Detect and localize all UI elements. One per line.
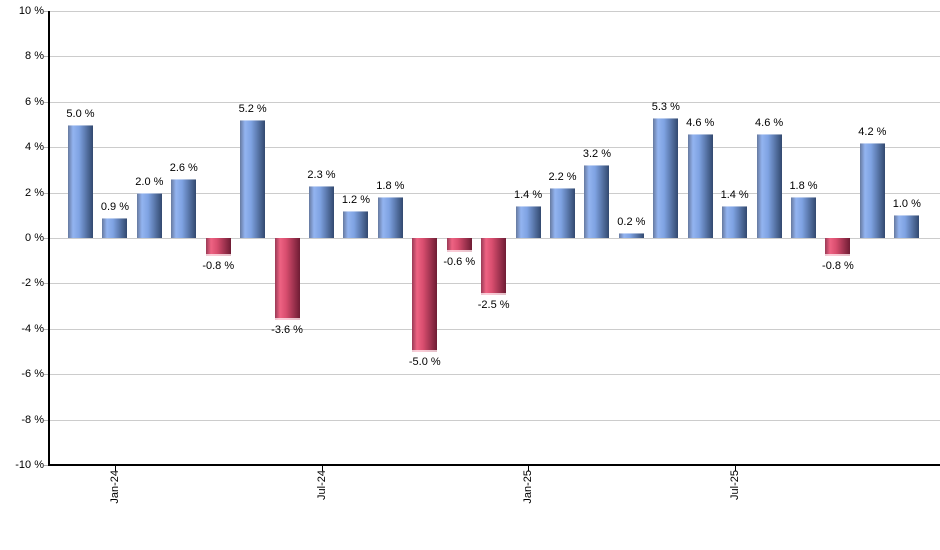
x-axis-tick [321,466,323,471]
gridline [49,11,940,12]
bar-value-label: 2.3 % [307,168,336,181]
bar [240,119,266,238]
gridline [49,147,940,148]
bar [722,206,748,238]
bar-value-label: 1.2 % [341,193,370,206]
gridline [49,420,940,421]
bar-value-label: 1.4 % [720,189,749,202]
gridline [49,193,940,194]
bar-value-label: 1.8 % [789,180,818,193]
bar [687,133,713,238]
bar [618,233,644,238]
bar [894,215,920,238]
bar-value-label: 4.6 % [755,116,784,129]
bar-value-label: -5.0 % [408,355,441,368]
bar-value-label: 2.2 % [548,171,577,184]
y-tick-label: 4 % [25,141,44,153]
bar [171,178,197,238]
bar-value-label: 4.6 % [686,116,715,129]
bar-value-label: -0.8 % [822,260,854,273]
y-axis-tick [44,283,49,284]
x-tick-label: Jul-25 [728,470,741,500]
y-tick-label: -8 % [21,414,44,426]
bar-value-label: -2.5 % [477,298,510,311]
bar [756,133,782,238]
y-tick-label: -4 % [21,323,44,335]
x-axis [48,464,940,466]
gridline [49,56,940,57]
y-axis-tick [44,238,49,239]
bar [136,192,162,238]
bar [825,238,851,257]
y-axis [48,11,50,466]
y-tick-label: 8 % [25,50,44,62]
bar-value-label: 5.2 % [238,102,267,115]
bar [205,238,231,257]
bar [550,188,576,238]
y-tick-label: 0 % [25,232,44,244]
bar [309,185,334,238]
y-axis-tick [44,11,49,12]
bar-value-label: 2.6 % [169,161,198,174]
y-axis-tick [44,374,49,375]
bar-value-label: 2.0 % [135,175,164,188]
bar-value-label: -0.8 % [202,260,235,273]
y-tick-label: 10 % [18,5,44,17]
bar-value-label: 0.2 % [617,216,646,229]
gridline [49,102,940,103]
gridline [49,329,940,330]
bar [377,197,403,238]
y-axis-tick [44,420,49,421]
bar-value-label: -3.6 % [271,323,303,336]
x-tick-label: Jan-24 [108,470,121,504]
bar [791,197,817,238]
x-axis-tick [114,466,116,471]
bar [859,142,885,238]
y-axis-tick [44,56,49,57]
y-tick-label: 2 % [25,187,44,199]
x-tick-label: Jul-24 [315,470,328,500]
y-axis-tick [44,329,49,330]
bar-value-label: 5.3 % [651,100,680,113]
bar-value-label: 0.9 % [100,200,129,213]
bar [102,217,128,238]
bar-value-label: -0.6 % [443,255,476,268]
bar [412,238,438,352]
bar [653,117,679,238]
x-tick-label: Jan-25 [522,470,535,504]
bar [446,238,472,252]
y-axis-tick [44,193,49,194]
y-tick-label: -10 % [15,459,44,471]
bar [584,165,610,238]
bar [274,238,300,320]
bar-value-label: 1.8 % [376,180,405,193]
y-tick-label: -6 % [21,368,44,380]
bar-value-label: 1.0 % [892,198,921,211]
bar-value-label: 3.2 % [582,148,611,161]
y-axis-tick [44,465,49,466]
bar-value-label: 5.0 % [66,107,95,120]
bar-value-label: 1.4 % [514,189,543,202]
gridline [49,374,940,375]
bar [515,206,541,238]
bar [343,210,369,238]
y-tick-label: -2 % [21,277,44,289]
y-axis-tick [44,147,49,148]
bar [481,238,507,295]
y-tick-label: 6 % [25,96,44,108]
x-axis-tick [734,466,736,471]
y-axis-tick [44,102,49,103]
bar [68,124,93,238]
x-axis-tick [528,466,530,471]
bar-value-label: 4.2 % [858,125,887,138]
